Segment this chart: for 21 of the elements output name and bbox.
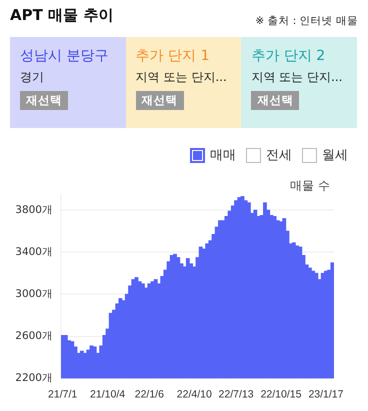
x-tick-label: 22/7/13: [218, 388, 254, 401]
y-tick-label: 3000개: [15, 288, 53, 300]
legend-label: 매매: [210, 147, 236, 164]
x-tick-label: 22/10/15: [260, 388, 302, 401]
y-tick-label: 3800개: [15, 204, 53, 216]
y-axis-title: 매물 수: [290, 178, 330, 192]
x-tick-label: 22/1/6: [134, 388, 164, 401]
y-tick-label: 2200개: [15, 372, 53, 384]
x-tick-label: 21/10/4: [90, 388, 126, 401]
y-tick-label: 2600개: [15, 330, 53, 342]
x-tick-label: 21/7/1: [48, 388, 78, 401]
text: APT 매물 추이: [10, 6, 114, 25]
text: ※ 출처 : 인터넷 매물: [255, 14, 358, 28]
card: 추가 단지 2 지역 또는 단지... 재선택: [241, 37, 358, 128]
x-tick-label: 22/4/10: [176, 388, 212, 401]
x-tick-label: 23/1/17: [308, 388, 344, 401]
card: 성남시 분당구 경기 재선택: [10, 37, 126, 128]
text: 월세: [322, 147, 348, 164]
text: 전세: [266, 147, 292, 164]
y-tick-label: 3400개: [15, 246, 53, 258]
card: 추가 단지 1 지역 또는 단지... 재선택: [126, 37, 242, 128]
